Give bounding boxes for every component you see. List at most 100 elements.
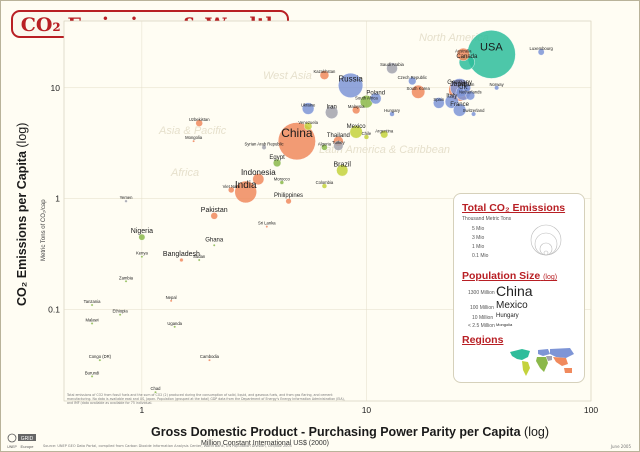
bubble-kenya bbox=[140, 255, 144, 259]
label-uganda: Uganda bbox=[167, 321, 182, 326]
bubble-congo-dr- bbox=[98, 358, 102, 362]
bubble-italy bbox=[444, 94, 459, 109]
label-thailand: Thailand bbox=[327, 133, 350, 139]
bubble-nigeria bbox=[138, 233, 146, 241]
y-tick-label: 10 bbox=[51, 83, 61, 93]
bubbles bbox=[90, 30, 545, 394]
bubble-australia bbox=[456, 47, 470, 61]
legend-size-01: 0.1 Mio bbox=[472, 253, 489, 259]
bubble-colombia bbox=[321, 183, 328, 189]
label-colombia: Colombia bbox=[316, 180, 334, 185]
label-hungary: Hungary bbox=[384, 108, 401, 113]
label-argentina: Argentina bbox=[375, 128, 394, 133]
legend-total-title: Total CO₂ Emissions bbox=[462, 202, 566, 214]
bubble-ethiopia bbox=[118, 313, 122, 317]
bubble-belgium bbox=[462, 83, 471, 92]
legend-pop-value-0: 1300 Million bbox=[468, 290, 495, 296]
x-axis-subtitle: Million Constant International US$ (2000… bbox=[201, 440, 330, 447]
bubble-brazil bbox=[336, 164, 349, 177]
label-congo-dr-: Congo (DR) bbox=[89, 354, 112, 359]
date-note: June 2005 bbox=[610, 444, 631, 449]
label-south-africa: South Africa bbox=[355, 96, 378, 101]
legend-size-1: 1 Mio bbox=[472, 244, 485, 250]
label-burundi: Burundi bbox=[85, 370, 100, 375]
regions-world-map bbox=[508, 346, 580, 380]
legend-pop-value-2: 10 Million bbox=[472, 315, 494, 321]
legend-pop-value-3: < 2.5 Million bbox=[468, 323, 495, 329]
label-norway: Norway bbox=[490, 82, 505, 87]
bubble-china bbox=[277, 122, 316, 161]
label-viet-nam: Viet Nam bbox=[223, 184, 241, 189]
label-syrian-arab-republic: Syrian Arab Republic bbox=[244, 141, 283, 146]
bubble-indonesia bbox=[252, 173, 265, 186]
bubble-algeria bbox=[321, 144, 328, 151]
bubble-nepal bbox=[169, 299, 173, 303]
bubble-venezuela bbox=[304, 122, 313, 131]
bubble-india bbox=[234, 180, 257, 204]
bubble-south-korea bbox=[411, 84, 426, 99]
bubble-sudan bbox=[197, 258, 201, 262]
legend-panel: Total CO₂ Emissions Thousand Metric Tons… bbox=[453, 193, 585, 383]
x-axis-title: Gross Domestic Product - Purchasing Powe… bbox=[151, 425, 550, 439]
label-canada: Canada bbox=[456, 54, 478, 60]
legend-total-subtitle: Thousand Metric Tons bbox=[462, 216, 512, 222]
bubble-syrian-arab-republic bbox=[261, 144, 267, 150]
bubble-norway bbox=[494, 85, 500, 91]
label-nigeria: Nigeria bbox=[131, 228, 153, 235]
label-uzbekistan: Uzbekistan bbox=[189, 117, 210, 122]
label-china: China bbox=[281, 126, 313, 140]
label-chile: Chile bbox=[362, 131, 372, 136]
legend-pop-label-0: China bbox=[496, 283, 533, 299]
legend-population-title: Population Size (log) bbox=[462, 270, 558, 282]
bubble-cambodia bbox=[208, 358, 211, 362]
label-switzerland: Switzerland bbox=[463, 108, 485, 113]
bubble-tanzania bbox=[90, 303, 94, 307]
label-ukraine: Ukraine bbox=[301, 103, 316, 108]
label-turkey: Turkey bbox=[332, 140, 346, 145]
methodology-note: Total emissions of CO2 from fossil fuels… bbox=[67, 393, 345, 405]
label-nepal: Nepal bbox=[166, 295, 177, 300]
y-tick-label: 0.1 bbox=[48, 305, 60, 315]
source-note: Source: UNEP GEO Data Portal, compiled f… bbox=[43, 444, 292, 448]
label-ethiopia: Ethiopia bbox=[113, 309, 129, 314]
bubble-luxembourg bbox=[537, 48, 545, 56]
bubble-netherlands bbox=[465, 90, 475, 101]
logo-unep-text: UNEP bbox=[7, 445, 17, 449]
label-saudi-arabia: Saudi Arabia bbox=[380, 62, 404, 67]
label-italy: Italy bbox=[446, 94, 457, 100]
bubble-pakistan bbox=[210, 212, 218, 220]
legend-pop-label-2: Hungary bbox=[496, 313, 519, 319]
bubble-sri-lanka bbox=[265, 225, 269, 229]
region-watermark: West Asia bbox=[263, 70, 312, 82]
unep-grid-logo: GRID UNEP Europe bbox=[7, 433, 36, 449]
bubble-mexico bbox=[349, 125, 363, 139]
legend-size-3: 3 Mio bbox=[472, 235, 485, 241]
label-mexico: Mexico bbox=[347, 124, 367, 130]
bubble-hungary bbox=[389, 111, 395, 117]
label-poland: Poland bbox=[366, 91, 385, 97]
bubble-spain bbox=[433, 97, 445, 109]
bubble-malawi bbox=[90, 322, 94, 325]
bubble-zambia bbox=[124, 279, 128, 283]
bubble-czech-republic bbox=[408, 76, 417, 86]
label-spain: Spain bbox=[433, 97, 444, 102]
bubble-philippines bbox=[285, 198, 292, 205]
legend-size-5: 5 Mio bbox=[472, 226, 485, 232]
bubble-switzerland bbox=[471, 111, 477, 117]
bubble-ukraine bbox=[302, 102, 315, 115]
y-tick-label: 1 bbox=[55, 194, 60, 204]
legend-pop-value-1: 100 Million bbox=[470, 305, 494, 311]
label-indonesia: Indonesia bbox=[241, 168, 276, 177]
bubble-malaysia bbox=[352, 105, 361, 115]
label-malawi: Malawi bbox=[86, 317, 99, 322]
bubble-france bbox=[453, 103, 467, 117]
bubble-chile bbox=[363, 134, 370, 140]
label-belgium: Belgium bbox=[459, 82, 475, 87]
label-kenya: Kenya bbox=[136, 251, 149, 256]
label-czech-republic: Czech Republic bbox=[398, 75, 427, 80]
bubble-russia bbox=[338, 72, 364, 98]
bubble-ghana bbox=[212, 243, 216, 247]
legend-regions-title: Regions bbox=[462, 334, 504, 346]
